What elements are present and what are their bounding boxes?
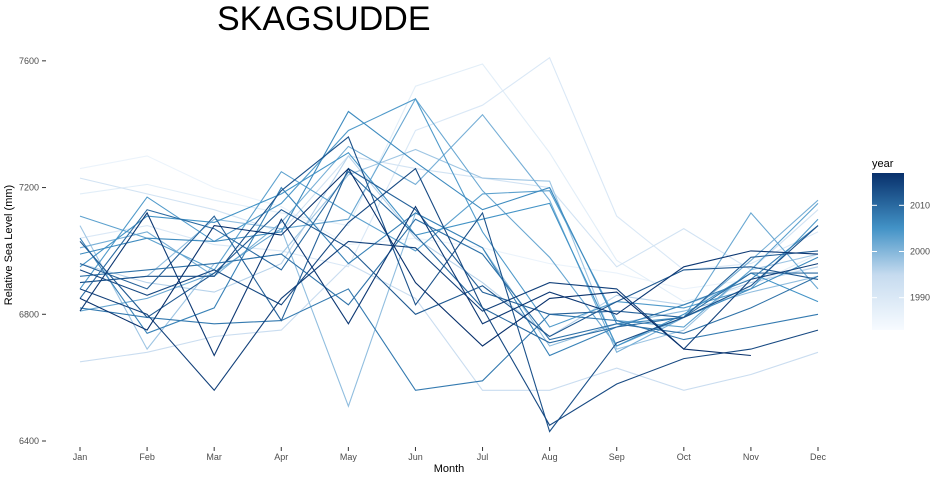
x-tick-label: Jul bbox=[477, 452, 489, 462]
x-tick-label: Dec bbox=[810, 452, 827, 462]
series-line bbox=[79, 98, 819, 328]
legend-title: year bbox=[872, 158, 894, 170]
y-tick-label: 6800 bbox=[19, 309, 39, 319]
series-line bbox=[79, 170, 818, 344]
series-line bbox=[79, 205, 819, 357]
y-tick-label: 7600 bbox=[19, 56, 39, 66]
series-line bbox=[79, 167, 819, 426]
legend-tick-label: 1990 bbox=[910, 293, 930, 303]
series-lines bbox=[79, 56, 819, 433]
legend-colorbar bbox=[872, 173, 904, 330]
x-tick-label: May bbox=[340, 452, 358, 462]
series-line bbox=[79, 148, 819, 351]
series-line bbox=[79, 167, 751, 357]
series-line bbox=[79, 209, 819, 338]
year-legend: year 1990 2000 2010 bbox=[872, 158, 930, 330]
x-tick-label: Sep bbox=[609, 452, 625, 462]
series-line bbox=[79, 240, 819, 392]
x-tick-label: Feb bbox=[139, 452, 155, 462]
series-line bbox=[79, 186, 819, 357]
chart-title: SKAGSUDDE bbox=[217, 0, 431, 38]
y-axis: 6400 6800 7200 7600 bbox=[19, 56, 46, 446]
x-tick-label: Aug bbox=[542, 452, 558, 462]
series-line bbox=[79, 262, 819, 391]
x-tick-label: Apr bbox=[274, 452, 288, 462]
legend-tick-label: 2000 bbox=[910, 247, 930, 257]
series-line bbox=[79, 155, 819, 271]
x-tick-label: Mar bbox=[206, 452, 222, 462]
y-axis-title: Relative Sea Level (mm) bbox=[3, 185, 15, 305]
x-tick-label: Oct bbox=[677, 452, 692, 462]
legend-tick-label: 2010 bbox=[910, 200, 930, 210]
y-tick-label: 7200 bbox=[19, 183, 39, 193]
series-line bbox=[79, 167, 819, 322]
x-axis-title: Month bbox=[434, 463, 465, 475]
x-axis: Jan Feb Mar Apr May Jun Jul Aug Sep Oct Nov Dec bbox=[73, 447, 827, 462]
x-tick-label: Nov bbox=[743, 452, 760, 462]
series-line bbox=[79, 110, 819, 325]
legend-ticks: 1990 2000 2010 bbox=[872, 200, 930, 303]
series-line bbox=[79, 218, 819, 341]
series-line bbox=[79, 136, 819, 433]
series-line bbox=[79, 155, 819, 290]
x-tick-label: Jun bbox=[408, 452, 423, 462]
y-tick-label: 6400 bbox=[19, 436, 39, 446]
x-tick-label: Jan bbox=[73, 452, 88, 462]
